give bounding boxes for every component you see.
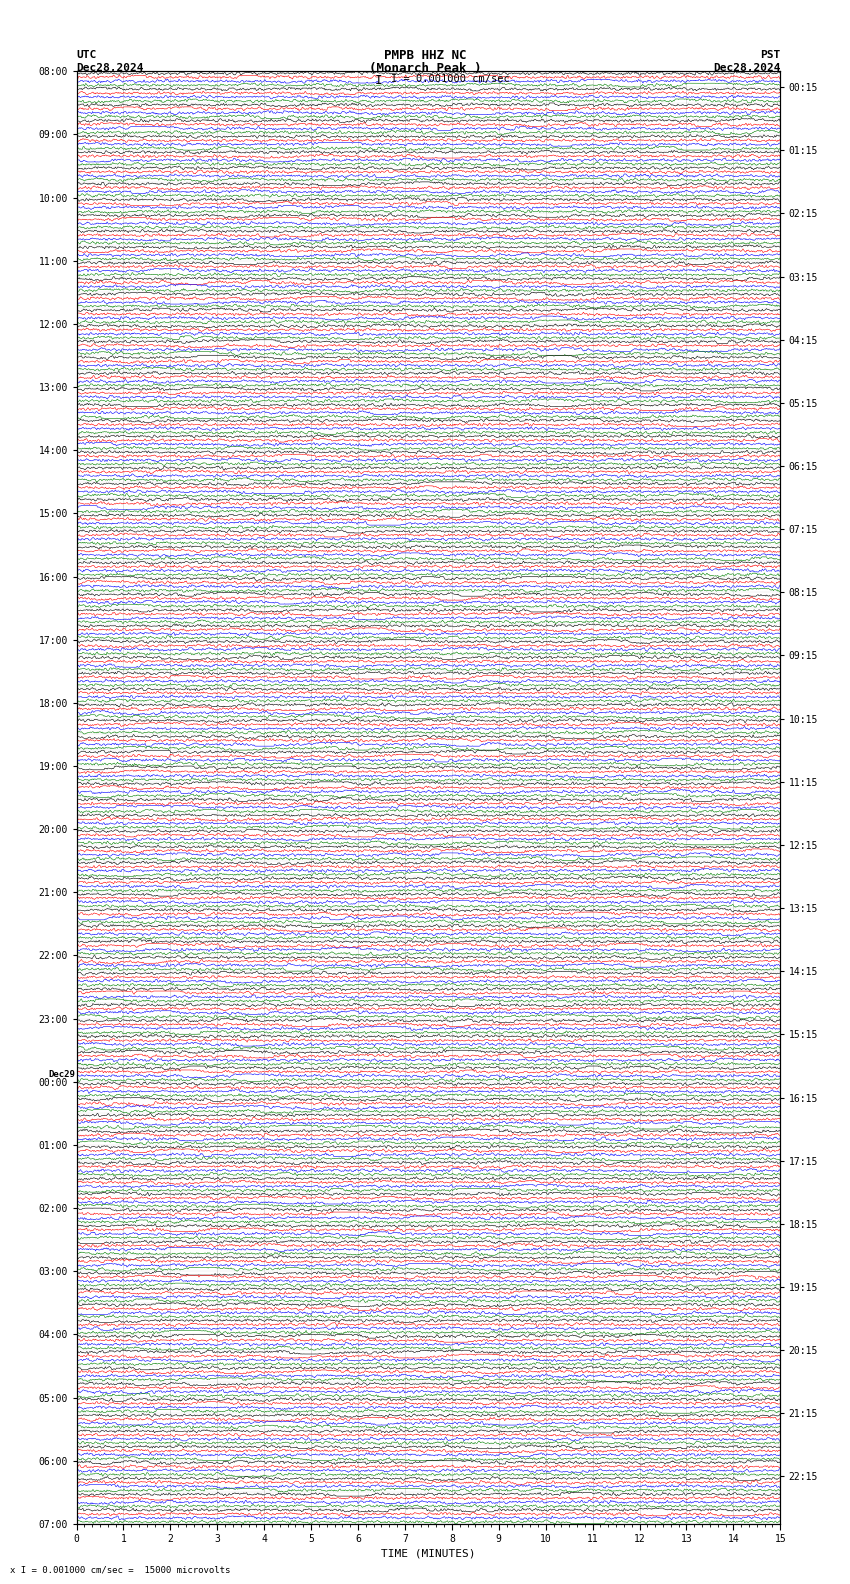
Text: x I = 0.001000 cm/sec =  15000 microvolts: x I = 0.001000 cm/sec = 15000 microvolts	[10, 1565, 230, 1574]
Text: (Monarch Peak ): (Monarch Peak )	[369, 62, 481, 74]
X-axis label: TIME (MINUTES): TIME (MINUTES)	[381, 1549, 476, 1559]
Text: Dec28,2024: Dec28,2024	[713, 62, 780, 73]
Text: I: I	[375, 73, 383, 87]
Text: PMPB HHZ NC: PMPB HHZ NC	[383, 49, 467, 62]
Text: I = 0.001000 cm/sec: I = 0.001000 cm/sec	[391, 73, 510, 84]
Text: UTC: UTC	[76, 49, 97, 60]
Text: Dec29: Dec29	[48, 1069, 75, 1079]
Text: PST: PST	[760, 49, 780, 60]
Text: Dec28,2024: Dec28,2024	[76, 62, 144, 73]
